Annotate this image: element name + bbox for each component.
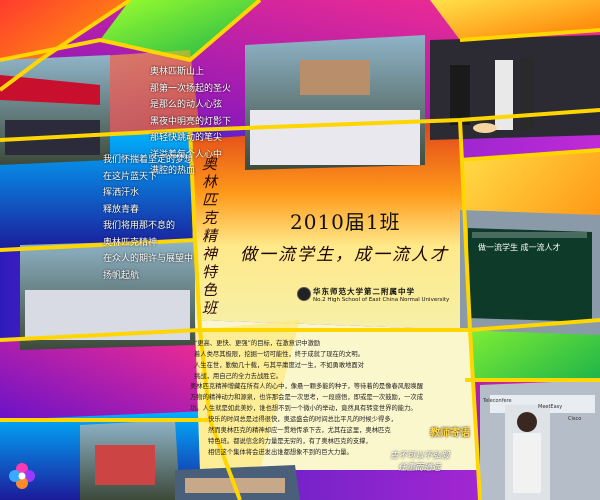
paragraph-line: 特色班。都说信念的力量是无穷的，有了奥林匹克的支撑， xyxy=(208,438,372,445)
sign-caption-b: MeetEasy xyxy=(538,404,563,410)
school-name-en: No.2 High School of East China Normal Un… xyxy=(313,297,450,303)
sign-caption-c: Cisco xyxy=(568,416,582,422)
poem-line: 那第一次扬起的圣火 xyxy=(150,83,232,94)
paragraph-line: 万物的精神动力和源泉，也许那会是一次思考，一段感悟，即或是一次鼓励，一次成 xyxy=(190,394,423,401)
school-emblem-icon xyxy=(297,287,311,301)
paragraph-line: 快乐的时间总是过得很快，奥运盛会的时间总比平凡的时候少得多， xyxy=(208,416,397,423)
poem-line: 我们将用那不息的 xyxy=(103,221,176,231)
paragraph-line: “更高、更快、更强”的目标，在激意识中激励 xyxy=(194,340,321,347)
paragraph-1: “更高、更快、更强”的目标，在激意识中激励 着人类尽其极限，挖掘一切可能性，终于… xyxy=(194,338,459,382)
poem-line: 黑夜中明亮的灯影下 xyxy=(150,116,232,127)
photo-blackboard xyxy=(460,210,600,335)
sign-caption-a: Teleconfere xyxy=(483,398,512,404)
poem-line: 我们怀揣着坚定的梦想 xyxy=(103,155,194,165)
poem-top: 奥林匹斯山上 那第一次扬起的圣火 是那么的动人心弦 黑夜中明亮的灯影下 那轻快跳… xyxy=(150,64,231,180)
paragraph-line: 相信这个集体将会迸发出谁都想象不到的巨大力量。 xyxy=(208,449,353,456)
poem-mid: 我们怀揣着坚定的梦想 在这片蓝天下 挥洒汗水 释放青春 我们将用那不息的 奥林匹… xyxy=(103,152,193,284)
class-slogan: 做一流学生，成一流人才 xyxy=(240,245,449,265)
paragraph-line: 着人类尽其极限，挖掘一切可能性，终于成就了现在的文明。 xyxy=(194,351,365,358)
poem-line: 满腔的热血 xyxy=(150,166,196,176)
flower-logo-icon xyxy=(9,463,35,489)
paragraph-line: 然而奥林匹克的精神却应一贯地传承下去，尤其在这里，奥林匹克 xyxy=(208,427,391,434)
calligraphy-vertical: 奥林匹克精神特色班 xyxy=(202,155,218,317)
photo-classroom-cake xyxy=(430,35,600,140)
paragraph-2: 奥林匹克精神增藏在所有人的心中，像悬一颗多能的种子，等待着的是像春风般唤醒 万物… xyxy=(190,381,455,414)
poem-line: 释放青春 xyxy=(103,204,140,215)
poem-line: 在众人的期许与展望中 xyxy=(103,254,194,264)
photo-teacher xyxy=(505,405,550,500)
poem-line: 奥林匹斯山上 xyxy=(150,67,205,77)
paragraph-line: 挑战，用自己的全力去战胜它。 xyxy=(194,373,283,380)
teacher-message-title: 教师寄语 xyxy=(430,428,470,439)
paragraph-line: 奥林匹克精神增藏在所有人的心中，像悬一颗多能的种子，等待着的是像春风般唤醒 xyxy=(190,383,423,390)
poem-line: 那轻快跳动的笔尖 xyxy=(150,133,223,143)
poem-line: 挥洒汗水 xyxy=(103,188,140,198)
poem-line: 是那么的动人心弦 xyxy=(150,100,223,110)
poem-line: 奥林匹克精神 xyxy=(103,237,158,248)
poem-line: 扬帆起航 xyxy=(103,270,140,281)
paragraph-line: 功。人生就是如此美妙，谁也想不到一个微小的举动，竟然具有转变世界的能力。 xyxy=(190,405,417,412)
teacher-message: 古不可以不弘毅 任重而道远 xyxy=(390,450,450,474)
poem-line: 洋溢着每个人心中 xyxy=(150,149,223,160)
paragraph-line: 人生在世，勤勉几十载，与其平庸度过一生，不如勇敢地面对 xyxy=(194,362,365,369)
teacher-message-line: 古不可以不弘毅 xyxy=(390,451,450,461)
photo-students-red-flag xyxy=(0,55,110,165)
poem-line: 在这片蓝天下 xyxy=(103,171,158,182)
school-name-cn: 华东师范大学第二附属中学 xyxy=(313,287,415,296)
blackboard-caption: 做一流学生 成一流人才 xyxy=(478,243,561,252)
class-title: 2010届1班 xyxy=(290,210,401,234)
photo-group-courtyard xyxy=(245,35,425,170)
photo-sports-field xyxy=(80,420,180,500)
paragraph-3: 快乐的时间总是过得很快，奥运盛会的时间总比平凡的时候少得多， 然而奥林匹克的精神… xyxy=(208,414,473,458)
teacher-message-line: 任重而道远 xyxy=(398,463,441,473)
